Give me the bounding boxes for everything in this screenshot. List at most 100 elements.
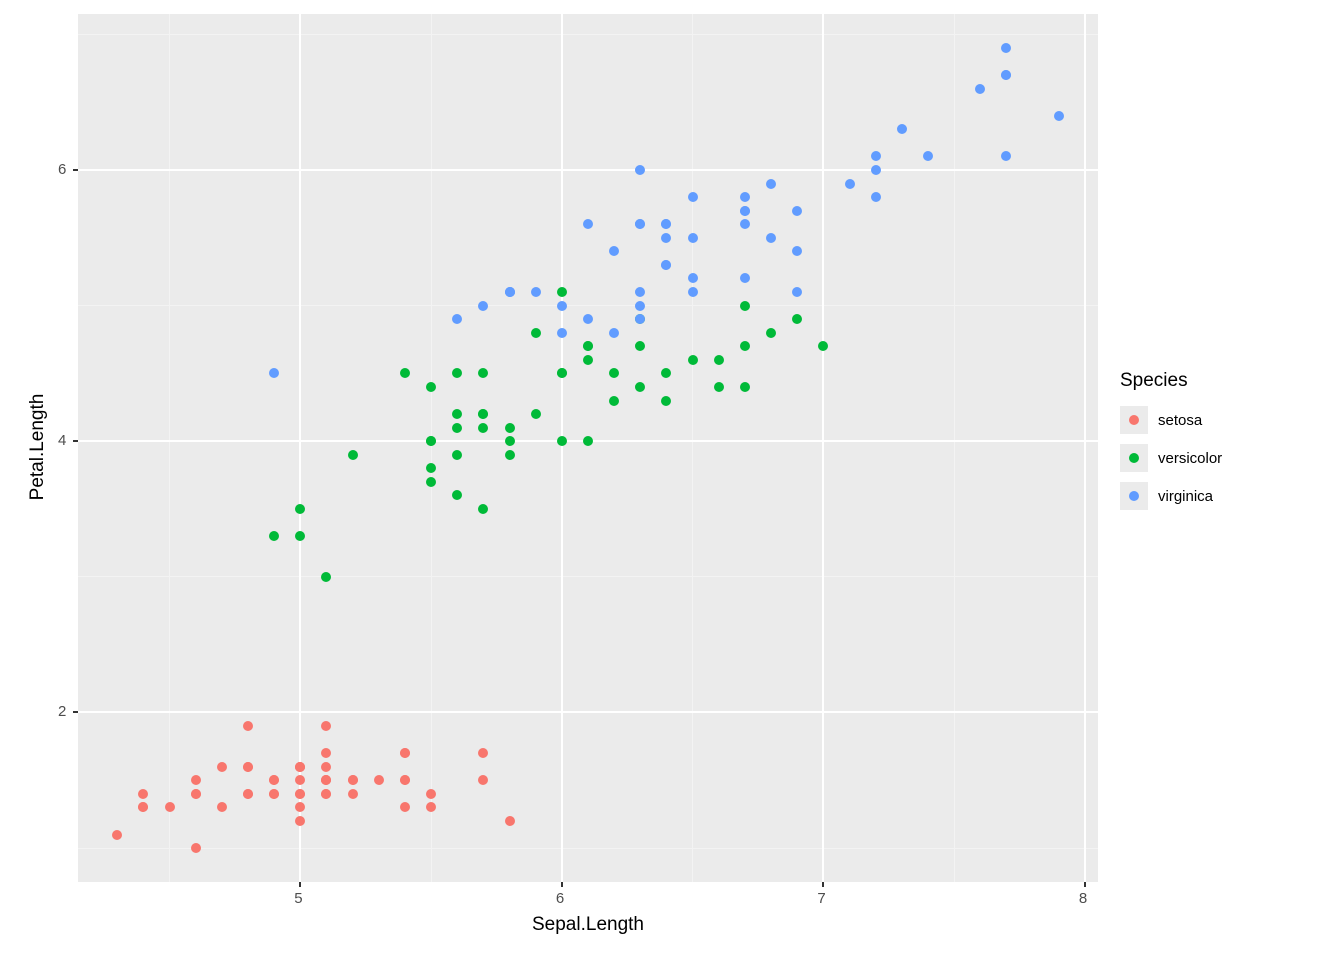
data-point [845, 179, 855, 189]
data-point [217, 802, 227, 812]
legend-title: Species [1120, 370, 1222, 392]
data-point [243, 721, 253, 731]
data-point [583, 341, 593, 351]
data-point [740, 192, 750, 202]
legend: Species setosaversicolorvirginica [1120, 370, 1222, 520]
data-point [400, 368, 410, 378]
data-point [635, 287, 645, 297]
grid-major-y [78, 169, 1098, 171]
data-point [897, 124, 907, 134]
legend-key [1120, 482, 1148, 510]
data-point [426, 436, 436, 446]
data-point [871, 151, 881, 161]
data-point [426, 477, 436, 487]
data-point [557, 436, 567, 446]
data-point [1001, 70, 1011, 80]
data-point [112, 830, 122, 840]
grid-minor-x [692, 14, 693, 882]
data-point [792, 314, 802, 324]
grid-major-x [822, 14, 824, 882]
data-point [740, 341, 750, 351]
data-point [400, 802, 410, 812]
data-point [505, 816, 515, 826]
x-tick-label: 8 [1079, 890, 1087, 907]
data-point [478, 504, 488, 514]
x-axis-title: Sepal.Length [518, 914, 658, 936]
data-point [295, 816, 305, 826]
data-point [740, 382, 750, 392]
data-point [818, 341, 828, 351]
data-point [975, 84, 985, 94]
y-tick-mark [73, 711, 78, 713]
data-point [923, 151, 933, 161]
data-point [531, 328, 541, 338]
data-point [348, 775, 358, 785]
data-point [269, 531, 279, 541]
data-point [557, 287, 567, 297]
data-point [426, 789, 436, 799]
data-point [243, 762, 253, 772]
data-point [452, 314, 462, 324]
data-point [478, 775, 488, 785]
data-point [295, 802, 305, 812]
data-point [661, 219, 671, 229]
data-point [374, 775, 384, 785]
x-tick-mark [822, 882, 824, 887]
data-point [766, 328, 776, 338]
data-point [688, 273, 698, 283]
data-point [295, 531, 305, 541]
legend-item: setosa [1120, 406, 1222, 434]
grid-major-x [1084, 14, 1086, 882]
data-point [583, 219, 593, 229]
data-point [792, 206, 802, 216]
data-point [348, 789, 358, 799]
grid-minor-y [78, 305, 1098, 306]
data-point [661, 396, 671, 406]
data-point [269, 789, 279, 799]
grid-minor-y [78, 848, 1098, 849]
y-tick-mark [73, 440, 78, 442]
data-point [661, 260, 671, 270]
data-point [766, 233, 776, 243]
data-point [321, 748, 331, 758]
data-point [688, 192, 698, 202]
data-point [505, 436, 515, 446]
grid-minor-y [78, 34, 1098, 35]
data-point [740, 219, 750, 229]
data-point [505, 423, 515, 433]
data-point [295, 762, 305, 772]
data-point [557, 368, 567, 378]
data-point [269, 775, 279, 785]
data-point [191, 789, 201, 799]
data-point [688, 233, 698, 243]
data-point [295, 789, 305, 799]
x-tick-label: 7 [817, 890, 825, 907]
data-point [243, 789, 253, 799]
data-point [1001, 43, 1011, 53]
data-point [661, 368, 671, 378]
y-tick-label: 4 [58, 432, 66, 449]
legend-key [1120, 444, 1148, 472]
data-point [217, 762, 227, 772]
data-point [688, 355, 698, 365]
data-point [478, 409, 488, 419]
data-point [321, 572, 331, 582]
data-point [766, 179, 776, 189]
data-point [452, 409, 462, 419]
data-point [505, 287, 515, 297]
data-point [452, 368, 462, 378]
data-point [400, 775, 410, 785]
data-point [426, 802, 436, 812]
data-point [557, 301, 567, 311]
data-point [478, 748, 488, 758]
y-tick-mark [73, 169, 78, 171]
data-point [321, 789, 331, 799]
data-point [792, 287, 802, 297]
data-point [452, 450, 462, 460]
grid-minor-y [78, 576, 1098, 577]
data-point [871, 192, 881, 202]
data-point [583, 314, 593, 324]
data-point [583, 355, 593, 365]
legend-dot-icon [1129, 415, 1139, 425]
chart-container: Sepal.Length Petal.Length Species setosa… [0, 0, 1344, 960]
